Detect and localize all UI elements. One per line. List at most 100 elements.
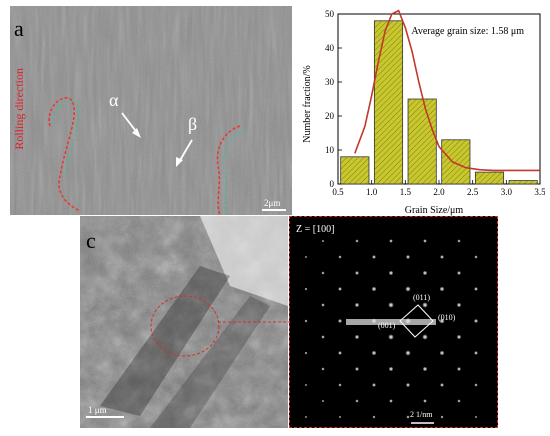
grain-boundary-left (48, 97, 81, 212)
diffraction-spot (321, 271, 325, 275)
diffraction-spot (389, 239, 393, 243)
diffraction-spot (354, 366, 360, 372)
diffraction-spot (405, 254, 411, 260)
histogram-bar (340, 156, 370, 185)
diffraction-spot (457, 239, 461, 243)
diffraction-spot (304, 287, 308, 291)
y-axis-label: Number fraction/% (302, 65, 313, 142)
diffraction-spot (456, 334, 462, 340)
diffraction-spot (321, 239, 325, 243)
saed-pattern: Z = [100] (011) (010) (001) 2 1/nm (289, 216, 498, 428)
saed-spots (304, 239, 479, 424)
indexing-parallelogram (399, 304, 434, 338)
beta-arrowhead (176, 157, 183, 167)
diffraction-spot (372, 255, 376, 259)
grain-boundary-right (216, 125, 241, 215)
diffraction-spot (388, 334, 394, 340)
alpha-arrowhead (132, 128, 141, 138)
y-tick-label: 30 (325, 77, 335, 87)
beta-label: β (188, 114, 198, 134)
diffraction-spot (321, 303, 325, 307)
rolling-direction-label: Rolling direction (12, 68, 26, 150)
diffraction-spot (423, 399, 427, 403)
diffraction-spot (304, 319, 308, 323)
diffraction-spot (372, 415, 376, 419)
diffraction-spot (440, 415, 444, 419)
chart-ticks: 0.5 1.0 1.5 2.0 2.5 3.0 3.5 0 10 20 30 40 50 (325, 9, 545, 197)
diffraction-spot (422, 302, 428, 308)
diffraction-spot (388, 270, 394, 276)
x-tick-label: 1.0 (366, 187, 378, 197)
panel-label-a: a (14, 16, 24, 41)
diffraction-spot (473, 318, 479, 324)
central-beam (346, 319, 436, 325)
chart-bars (340, 20, 538, 185)
diffraction-spot (440, 383, 444, 387)
diffraction-spot (337, 318, 343, 324)
y-tick-label: 10 (325, 145, 335, 155)
diffraction-spot (355, 399, 359, 403)
x-tick-label: 2.0 (433, 187, 445, 197)
panel-label-c: c (86, 228, 96, 253)
chart-fit-curve (354, 9, 540, 172)
diffraction-spot (439, 350, 445, 356)
diffraction-spot (422, 270, 428, 276)
diffraction-spot (338, 415, 342, 419)
diffraction-spot (457, 399, 461, 403)
selected-area-connector (218, 321, 290, 323)
gaussian-fit-line (354, 9, 540, 172)
diffraction-spot (406, 415, 410, 419)
diffraction-spot (354, 270, 360, 276)
diffraction-spot (304, 415, 308, 419)
diffraction-spot (474, 351, 478, 355)
x-tick-label: 3.0 (501, 187, 513, 197)
diffraction-spot (338, 383, 342, 387)
diffraction-spot (338, 255, 342, 259)
diffraction-spot (321, 367, 325, 371)
spot-label-010: (010) (438, 313, 456, 322)
diffraction-spot (422, 366, 428, 372)
diffraction-spot (474, 287, 478, 291)
diffraction-spot (354, 302, 360, 308)
beta-arrow (178, 139, 193, 163)
diffraction-spot (456, 302, 462, 308)
diffraction-spot (456, 366, 462, 372)
diffraction-spot (439, 286, 445, 292)
x-tick-label: 1.5 (400, 187, 412, 197)
diffraction-spot (422, 334, 428, 340)
histogram-bar (474, 171, 505, 185)
alpha-label: α (109, 90, 119, 110)
diffraction-spot (389, 399, 393, 403)
histogram-bar (441, 139, 471, 185)
histogram-bar (373, 20, 404, 185)
diffraction-spot (439, 318, 445, 324)
diffraction-spot (388, 302, 394, 308)
diffraction-spot (474, 415, 478, 419)
diffraction-spot (372, 383, 376, 387)
diffraction-spot (388, 366, 394, 372)
spot-label-011: (011) (413, 293, 431, 302)
diffraction-spot (321, 335, 325, 339)
diffraction-spot (371, 350, 377, 356)
diffraction-spot (304, 351, 308, 355)
diffraction-spot (355, 239, 359, 243)
y-tick-label: 0 (330, 179, 335, 189)
saed-scale-label: 2 1/nm (410, 410, 433, 419)
diffraction-spot (405, 350, 411, 356)
histogram-bar (407, 98, 437, 185)
x-tick-label: 0.5 (332, 187, 344, 197)
diffraction-spot (474, 383, 478, 387)
diffraction-spot (321, 399, 325, 403)
rolling-direction-annotation: Rolling direction (12, 68, 56, 178)
diffraction-spot (423, 239, 427, 243)
grain-boundary-right-green (223, 129, 245, 215)
selected-area-circle (150, 295, 220, 357)
sem-texture (10, 6, 292, 215)
diffraction-spot (371, 286, 377, 292)
tem-scale-label: 1 μm (88, 405, 107, 415)
y-tick-label: 20 (325, 111, 335, 121)
y-tick-label: 50 (325, 9, 335, 19)
diffraction-spot (354, 334, 360, 340)
diffraction-spot (474, 255, 478, 259)
diffraction-spot (304, 255, 308, 259)
